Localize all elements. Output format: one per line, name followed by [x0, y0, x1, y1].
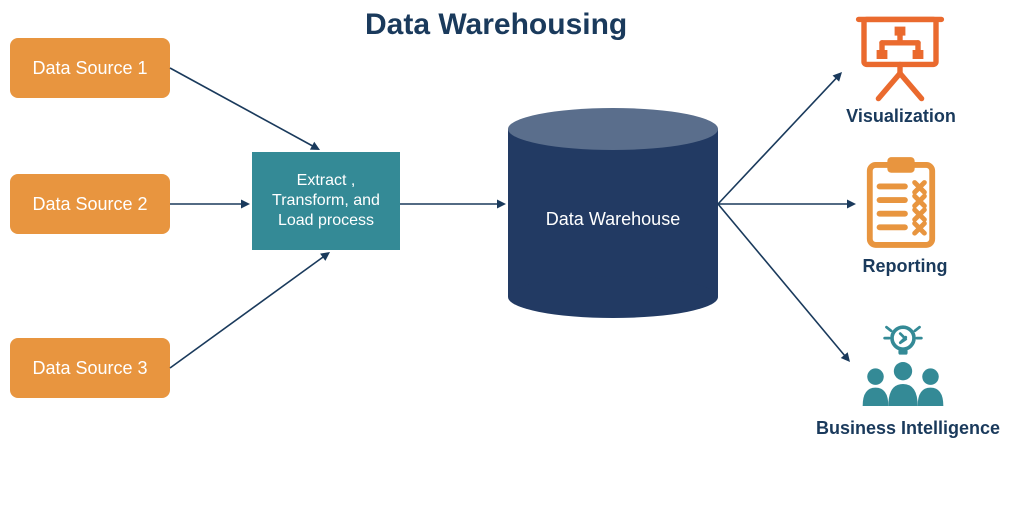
reporting-icon — [862, 152, 940, 252]
cylinder-bottom-shape — [508, 276, 718, 318]
data-warehouse: Data Warehouse — [508, 108, 718, 318]
visualization-label: Visualization — [836, 106, 966, 127]
data-source-1: Data Source 1 — [10, 38, 170, 98]
data-source-3-label: Data Source 3 — [32, 357, 147, 380]
cylinder-top-shape — [508, 108, 718, 150]
data-source-1-label: Data Source 1 — [32, 57, 147, 80]
data-source-2-label: Data Source 2 — [32, 193, 147, 216]
diagram-canvas: Data Warehousing Data Source 1 Data Sour… — [0, 0, 1024, 505]
diagram-title: Data Warehousing — [365, 8, 627, 42]
business-intelligence-label: Business Intelligence — [808, 418, 1008, 439]
business-intelligence-icon — [848, 320, 958, 415]
etl-process: Extract , Transform, and Load process — [252, 152, 400, 250]
etl-process-label: Extract , Transform, and Load process — [260, 171, 392, 231]
data-source-3: Data Source 3 — [10, 338, 170, 398]
reporting-label: Reporting — [850, 256, 960, 277]
visualization-icon — [855, 14, 945, 104]
data-source-2: Data Source 2 — [10, 174, 170, 234]
data-warehouse-label: Data Warehouse — [508, 209, 718, 230]
